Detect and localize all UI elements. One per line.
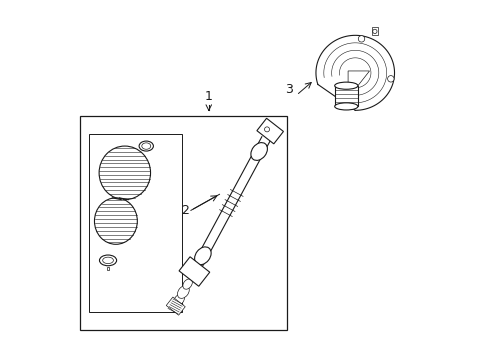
Circle shape — [358, 36, 364, 42]
Bar — [80, 116, 287, 330]
Text: 3: 3 — [285, 83, 292, 96]
Ellipse shape — [142, 143, 150, 149]
Bar — [107, 267, 109, 270]
Polygon shape — [166, 297, 185, 315]
Ellipse shape — [99, 255, 116, 266]
Text: 1: 1 — [204, 90, 212, 103]
Ellipse shape — [183, 279, 192, 289]
Ellipse shape — [139, 141, 153, 151]
Circle shape — [387, 76, 393, 82]
Bar — [371, 27, 377, 35]
Ellipse shape — [94, 198, 137, 244]
Polygon shape — [347, 71, 369, 91]
Polygon shape — [256, 118, 283, 144]
Ellipse shape — [99, 146, 150, 200]
Ellipse shape — [194, 247, 211, 265]
Ellipse shape — [334, 103, 357, 110]
Circle shape — [264, 127, 269, 132]
Bar — [89, 134, 182, 312]
Ellipse shape — [177, 285, 189, 298]
Polygon shape — [188, 137, 269, 277]
Ellipse shape — [173, 294, 184, 306]
Polygon shape — [179, 257, 209, 286]
Ellipse shape — [250, 143, 267, 161]
Text: 2: 2 — [181, 204, 189, 217]
Bar — [334, 86, 357, 107]
Ellipse shape — [102, 257, 113, 264]
Ellipse shape — [334, 82, 357, 89]
